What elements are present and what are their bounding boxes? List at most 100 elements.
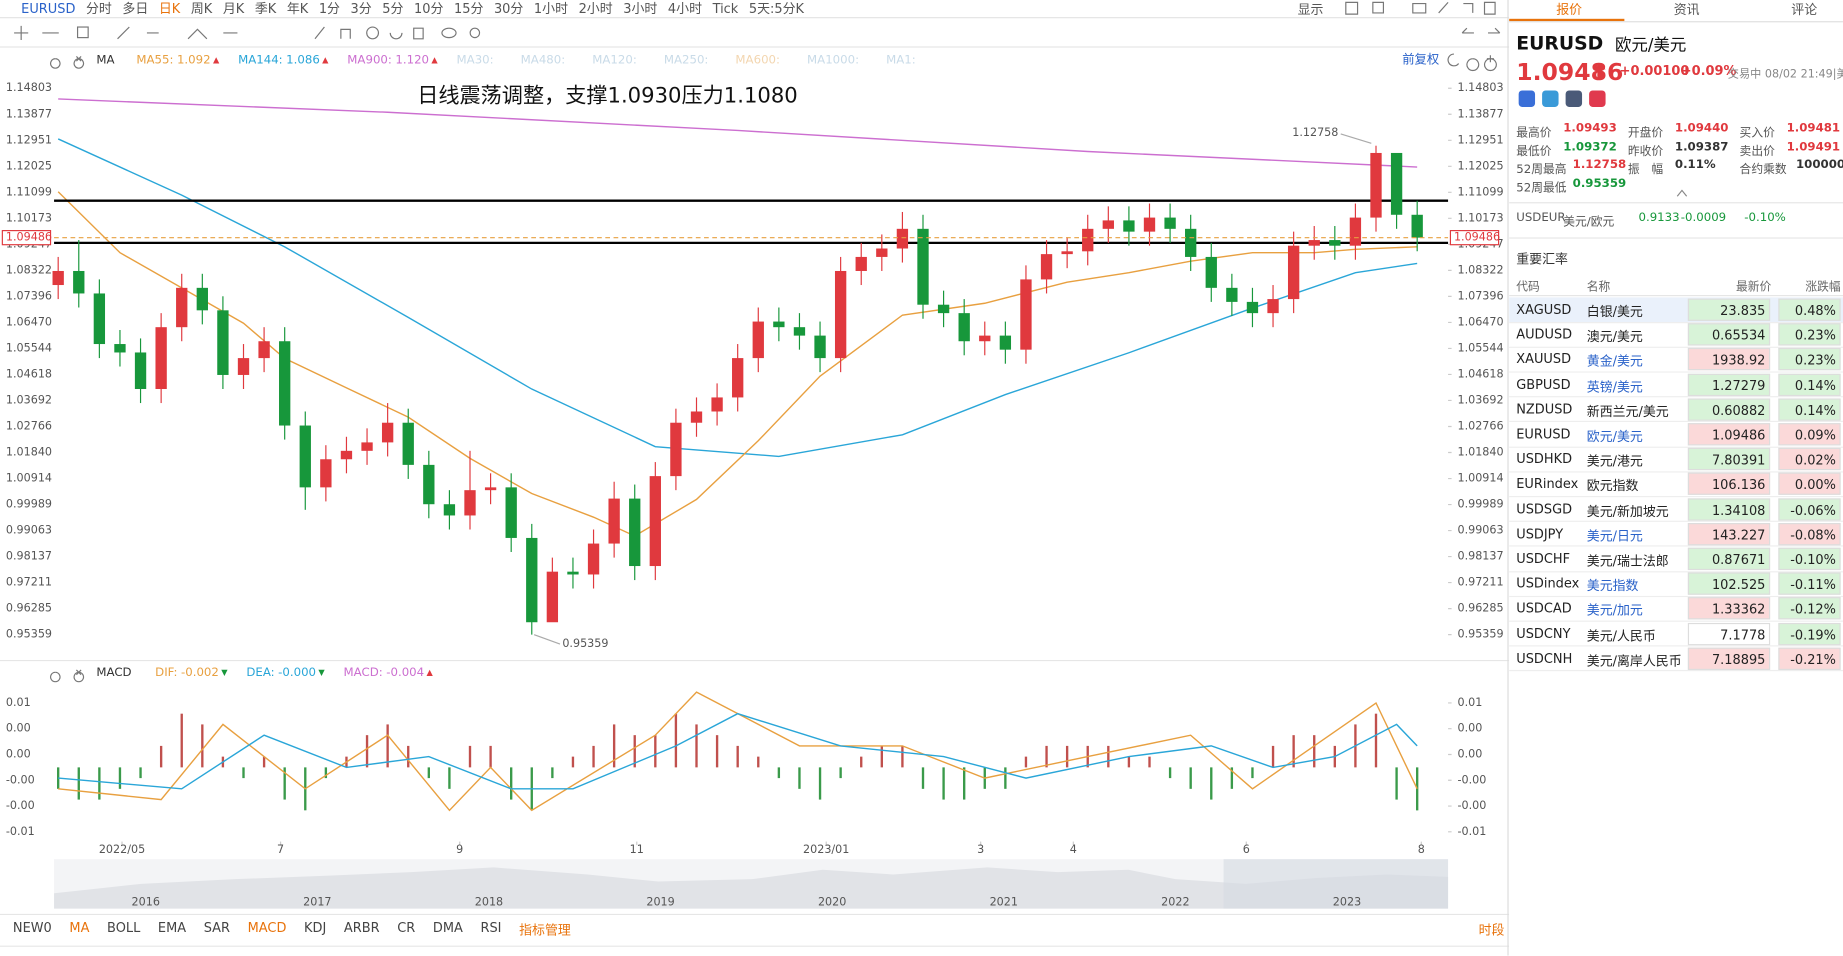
icon[interactable]	[1565, 90, 1583, 107]
y-tick-label: 1.08322	[6, 263, 52, 276]
period-button[interactable]: 时段	[1478, 922, 1505, 938]
period-button[interactable]: 4小时	[667, 1, 702, 17]
y-tick-label: 1.14803	[6, 81, 52, 94]
column-header[interactable]: 名称	[1586, 280, 1611, 294]
panel-icon[interactable]	[50, 56, 85, 683]
indicator-button[interactable]: ARBR	[343, 920, 380, 936]
tab[interactable]: 评论	[1791, 2, 1818, 18]
stat-label: 最低价	[1516, 145, 1552, 159]
period-button[interactable]: 5天:5分K	[748, 1, 804, 17]
tool-icon[interactable]	[76, 26, 89, 39]
period-button[interactable]: 3小时	[623, 1, 658, 17]
period-button[interactable]: 2小时	[578, 1, 613, 17]
quote-row[interactable]: XAUUSD 黄金/美元 1938.92 0.23%	[1509, 347, 1843, 373]
period-button[interactable]: Tick	[712, 0, 739, 16]
candle-body	[155, 327, 167, 390]
row-change: 0.48%	[1778, 298, 1841, 321]
indicator-button[interactable]: EMA	[157, 920, 187, 936]
quote-row[interactable]: XAGUSD 白银/美元 23.835 0.48%	[1509, 297, 1843, 323]
indicator-button[interactable]: RSI	[480, 920, 502, 936]
candle-body	[1411, 214, 1423, 238]
quote-row[interactable]: USDJPY 美元/日元 143.227 -0.08%	[1509, 522, 1843, 547]
sep	[1509, 237, 1843, 239]
stat-label: 52周最低	[1516, 181, 1567, 195]
period-button[interactable]: 周K	[190, 1, 213, 17]
restore-button[interactable]: 前复权	[1402, 51, 1439, 66]
x-tick-label: 2023/01	[803, 843, 849, 856]
candle-body	[1082, 228, 1094, 252]
quote-row[interactable]: USDCAD 美元/加元 1.33362 -0.12%	[1509, 596, 1843, 622]
related-price: 0.9133	[1638, 211, 1680, 225]
row-code: GBPUSD	[1516, 376, 1571, 393]
candle-body	[1287, 245, 1300, 300]
icon[interactable]	[1542, 90, 1559, 107]
period-button[interactable]: 5分	[382, 1, 404, 17]
icon[interactable]	[1518, 90, 1536, 107]
tab[interactable]: 资讯	[1673, 2, 1700, 18]
period-button[interactable]: 3分	[350, 1, 372, 17]
quote-row[interactable]: USDCHF 美元/瑞士法郎 0.87671 -0.10%	[1509, 547, 1843, 572]
period-button[interactable]: 多日	[122, 1, 149, 17]
icon[interactable]	[1589, 90, 1606, 107]
tab-underline	[1509, 18, 1625, 22]
indicator-button[interactable]: BOLL	[107, 920, 141, 936]
section-title: 重要汇率	[1516, 251, 1568, 267]
indicator-button[interactable]: NEW0	[12, 920, 52, 936]
period-button[interactable]: 年K	[286, 1, 309, 17]
indicator-button[interactable]: KDJ	[304, 920, 327, 936]
column-header[interactable]: 涨跌幅	[1805, 280, 1841, 294]
undo-redo[interactable]	[1461, 27, 1501, 34]
tool-icon[interactable]	[117, 26, 481, 40]
row-sep	[1509, 346, 1843, 348]
panel-icon[interactable]	[1447, 53, 1497, 72]
related-name: 美元/欧元	[1563, 216, 1615, 230]
column-header[interactable]: 代码	[1516, 280, 1540, 294]
row-code: USDHKD	[1516, 451, 1573, 467]
ma-line	[58, 98, 1418, 168]
y-tick-label: 0.01	[6, 696, 31, 709]
last-price-label: 1.09486	[1454, 231, 1500, 244]
period-button[interactable]: 10分	[414, 1, 444, 17]
indicator-button[interactable]: SAR	[203, 920, 231, 936]
overview-window[interactable]	[1223, 859, 1449, 909]
quote-row[interactable]: USDCNH 美元/离岸人民币 7.18895 -0.21%	[1509, 646, 1843, 672]
period-button[interactable]: 分时	[85, 1, 112, 17]
collapse-icon[interactable]	[1676, 188, 1688, 197]
change-pct: +0.09%	[1680, 63, 1737, 79]
period-button[interactable]: 季K	[254, 1, 277, 17]
display-menu[interactable]: 显示	[1297, 2, 1324, 18]
symbol[interactable]: EURUSD	[21, 0, 76, 16]
quote-row[interactable]: USDCNY 美元/人民币 7.1778 -0.19%	[1509, 621, 1843, 647]
column-header[interactable]: 最新价	[1736, 280, 1772, 294]
row-code: USDSGD	[1516, 501, 1573, 517]
tool-icon[interactable]	[14, 25, 29, 40]
quote-row[interactable]: USDHKD 美元/港元 7.80391 0.02%	[1509, 447, 1843, 473]
quote-row[interactable]: USDSGD 美元/新加坡元 1.34108 -0.06%	[1509, 497, 1843, 522]
indicator-button[interactable]: DMA	[432, 920, 463, 936]
quote-row[interactable]: USDindex 美元指数 102.525 -0.11%	[1509, 571, 1843, 597]
period-button[interactable]: 1分	[318, 1, 340, 17]
period-button[interactable]: 30分	[493, 1, 524, 17]
window-icon[interactable]	[1345, 1, 1496, 15]
row-price: 23.835	[1687, 298, 1771, 321]
quote-row[interactable]: EURindex 欧元指数 106.136 0.00%	[1509, 472, 1843, 498]
indicator-button[interactable]: MACD	[247, 920, 287, 936]
period-button[interactable]: 1小时	[533, 1, 569, 17]
indicator-manage[interactable]: 指标管理	[519, 922, 571, 938]
candle-body	[505, 487, 517, 538]
period-button[interactable]: 日K	[158, 1, 181, 17]
legend-value: 1.086	[286, 52, 320, 66]
indicator-button[interactable]: CR	[397, 920, 416, 936]
candle-body	[1020, 279, 1032, 350]
period-button[interactable]: 月K	[222, 1, 245, 17]
tab[interactable]: 报价	[1556, 2, 1583, 18]
quote-row[interactable]: EURUSD 欧元/美元 1.09486 0.09%	[1509, 422, 1843, 448]
y-tick-label: 1.12025	[6, 159, 52, 172]
quote-row[interactable]: GBPUSD 英镑/美元 1.27279 0.14%	[1509, 372, 1843, 398]
indicator-button[interactable]: MA	[69, 920, 90, 936]
quote-row[interactable]: NZDUSD 新西兰元/美元 0.60882 0.14%	[1509, 397, 1843, 423]
row-code: EURindex	[1516, 476, 1579, 492]
max-label: 1.12758	[1292, 126, 1338, 139]
period-button[interactable]: 15分	[453, 1, 484, 17]
quote-row[interactable]: AUDUSD 澳元/美元 0.65534 0.23%	[1509, 322, 1843, 348]
